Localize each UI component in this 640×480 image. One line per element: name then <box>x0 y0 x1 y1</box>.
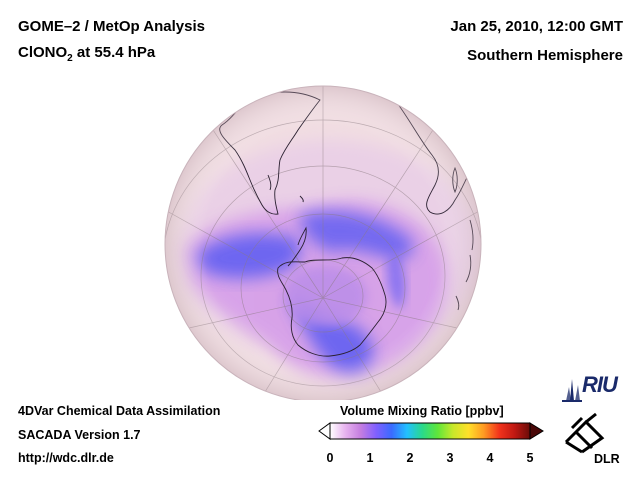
species-level: at 55.4 hPa <box>72 44 156 61</box>
globe-edge-shading <box>165 86 481 400</box>
colorbar-tick-label: 1 <box>366 451 374 465</box>
colorbar-tick-label: 2 <box>406 451 414 465</box>
map-title: GOME–2 / MetOp Analysis <box>18 18 205 35</box>
species-label: ClONO2 at 55.4 hPa <box>18 44 155 64</box>
colorbar-tick-label: 0 <box>326 451 334 465</box>
region-label: Southern Hemisphere <box>467 47 623 64</box>
colorbar-tick-label: 3 <box>446 451 454 465</box>
credit-url: http://wdc.dlr.de <box>18 451 114 465</box>
credit-line-1: 4DVar Chemical Data Assimilation <box>18 404 221 418</box>
riu-logo-text: RIU <box>582 372 618 397</box>
dlr-logo-text: DLR <box>594 452 620 466</box>
analysis-date: Jan 25, 2010, 12:00 GMT <box>450 18 623 35</box>
globe-map <box>164 85 482 400</box>
species-main: ClONO <box>18 44 68 61</box>
colorbar-tick-label: 4 <box>486 451 494 465</box>
species-subscript: 2 <box>67 53 73 64</box>
colorbar <box>318 422 544 440</box>
colorbar-title: Volume Mixing Ratio [ppbv] <box>340 404 504 418</box>
globe-outline <box>164 85 482 400</box>
credit-line-2: SACADA Version 1.7 <box>18 428 141 442</box>
colorbar-under-arrow <box>318 422 331 440</box>
riu-logo-icon <box>562 379 582 402</box>
colorbar-tick-label: 5 <box>526 451 534 465</box>
colorbar-gradient <box>329 422 531 440</box>
colorbar-over-arrow <box>529 422 544 440</box>
dlr-logo-icon <box>564 412 605 454</box>
